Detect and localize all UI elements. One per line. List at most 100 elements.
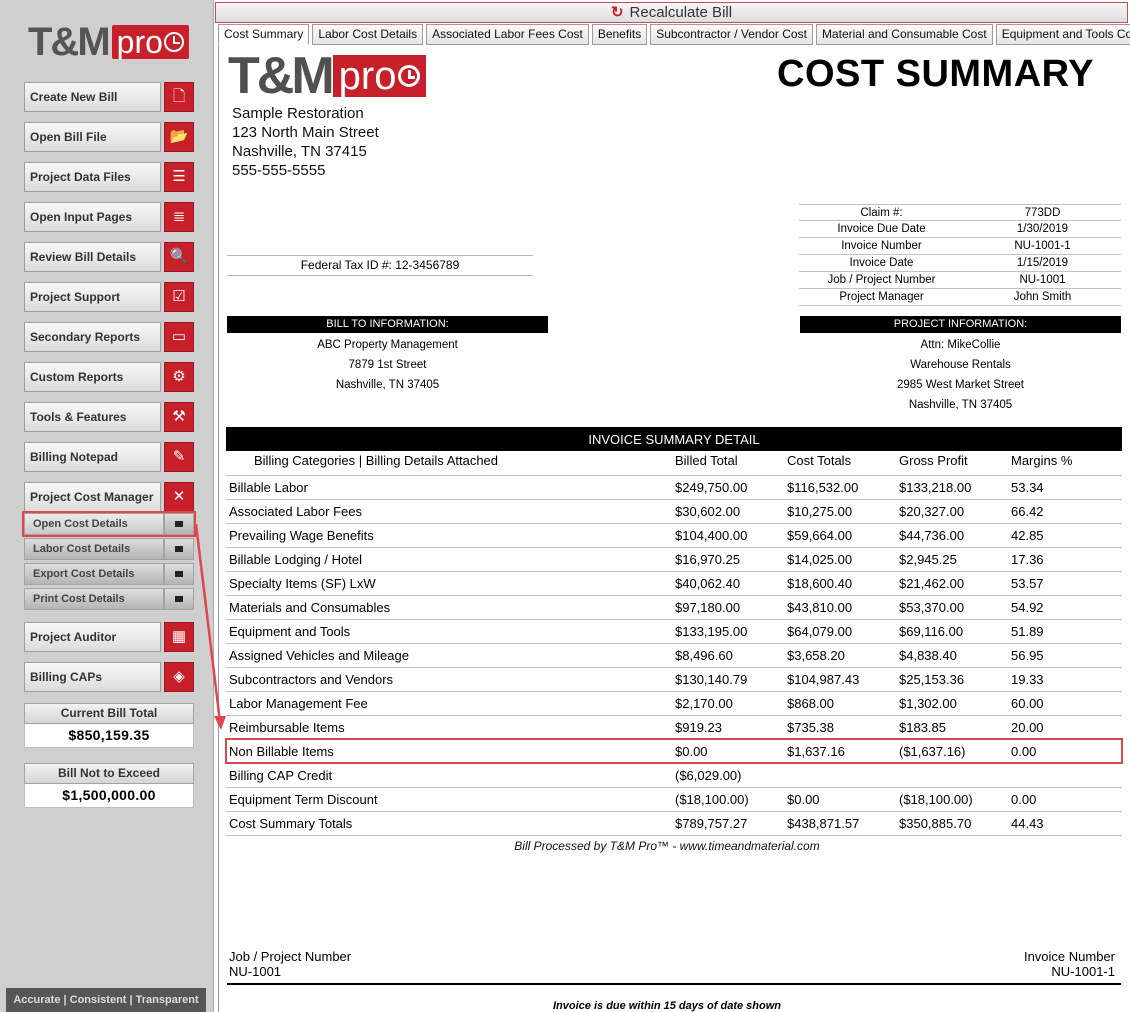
tab-equipment-and-tools-cost[interactable]: Equipment and Tools Cost xyxy=(995,24,1130,45)
summary-body: Billable Labor $249,750.00 $116,532.00 $133… xyxy=(225,475,1123,835)
company-name: Sample Restoration xyxy=(232,105,364,122)
bill-to-body: ABC Property Management 7879 1st Street Na… xyxy=(227,333,548,430)
summary-cell: $8,496.60 xyxy=(675,647,733,663)
secondary-reports-button[interactable]: Secondary Reports ▭ xyxy=(24,322,194,352)
summary-cell: 66.42 xyxy=(1011,503,1044,519)
invoice-info-row: Project Manager John Smith xyxy=(799,289,1121,306)
invoice-info-row: Job / Project Number NU-1001 xyxy=(799,272,1121,289)
table-row: Non Billable Items $0.00 $1,637.16 ($1,637.… xyxy=(225,738,1123,764)
document-logo-pro-badge: pro xyxy=(332,55,427,97)
summary-column-header: Billing Categories | Billing Details Att… xyxy=(254,453,499,468)
summary-cell: Associated Labor Fees xyxy=(229,503,362,519)
bill-to-line: 7879 1st Street xyxy=(348,359,427,371)
invoice-info-value: John Smith xyxy=(1013,291,1072,303)
summary-cell: $438,871.57 xyxy=(787,815,860,831)
export-cost-details-button[interactable]: Export Cost Details xyxy=(24,563,194,585)
project-info-line: Warehouse Rentals xyxy=(910,359,1011,371)
summary-cell: Subcontractors and Vendors xyxy=(229,671,394,687)
square-icon xyxy=(164,563,194,585)
open-input-pages-label: Open Input Pages xyxy=(24,202,161,232)
company-phone: 555-555-5555 xyxy=(232,162,326,179)
summary-cell: $4,838.40 xyxy=(899,647,957,663)
review-bill-details-button[interactable]: Review Bill Details 🔍 xyxy=(24,242,194,272)
labor-cost-details-button[interactable]: Labor Cost Details xyxy=(24,538,194,560)
footer-invoice-value: NU-1001-1 xyxy=(1051,964,1115,979)
bill-not-to-exceed-value: $1,500,000.00 xyxy=(24,784,194,808)
invoice-info-key: Claim #: xyxy=(860,207,903,219)
project-cost-manager-button[interactable]: Project Cost Manager ✕ xyxy=(24,482,194,512)
cost-summary-document: T&M pro COST SUMMARY Sample Restoration … xyxy=(218,45,1130,1012)
summary-cell: 53.34 xyxy=(1011,479,1044,495)
summary-cell: Billable Lodging / Hotel xyxy=(229,551,362,567)
print-cost-details-button[interactable]: Print Cost Details xyxy=(24,588,194,610)
summary-column-header: Gross Profit xyxy=(899,453,968,468)
bill-not-to-exceed-panel: Bill Not to Exceed $1,500,000.00 xyxy=(24,763,194,808)
billing-notepad-button[interactable]: Billing Notepad ✎ xyxy=(24,442,194,472)
summary-cell: Billable Labor xyxy=(229,479,308,495)
invoice-info-key: Project Manager xyxy=(839,291,924,303)
table-row: Labor Management Fee $2,170.00 $868.00 $1,3… xyxy=(226,691,1122,715)
summary-cell: 51.89 xyxy=(1011,623,1044,639)
tab-benefits[interactable]: Benefits xyxy=(591,24,648,45)
invoice-info-table: Claim #: 773DD Invoice Due Date 1/30/201… xyxy=(799,204,1121,306)
custom-reports-button[interactable]: Custom Reports ⚙ xyxy=(24,362,194,392)
summary-cell: 54.92 xyxy=(1011,599,1044,615)
tab-cost-summary[interactable]: Cost Summary xyxy=(218,24,310,45)
sidebar-logo: T&M pro xyxy=(28,20,189,64)
invoice-summary-title: INVOICE SUMMARY DETAIL xyxy=(226,427,1122,451)
tools-features-button[interactable]: Tools & Features ⚒ xyxy=(24,402,194,432)
project-auditor-label: Project Auditor xyxy=(24,622,161,652)
summary-cell: $2,170.00 xyxy=(675,695,733,711)
project-auditor-button[interactable]: Project Auditor ▦ xyxy=(24,622,194,652)
open-input-pages-button[interactable]: Open Input Pages ≣ xyxy=(24,202,194,232)
invoice-info-row: Invoice Date 1/15/2019 xyxy=(799,255,1121,272)
summary-cell: Equipment Term Discount xyxy=(229,791,378,807)
table-row: Prevailing Wage Benefits $104,400.00 $59,6… xyxy=(226,523,1122,547)
summary-cell: 60.00 xyxy=(1011,695,1044,711)
tab-associated-labor-fees-cost[interactable]: Associated Labor Fees Cost xyxy=(426,24,589,45)
tab-subcontractor-vendor-cost[interactable]: Subcontractor / Vendor Cost xyxy=(650,24,813,45)
summary-cell: $18,600.40 xyxy=(787,575,853,591)
project-info-line: 2985 West Market Street xyxy=(897,379,1024,391)
table-row: Associated Labor Fees $30,602.00 $10,275.0… xyxy=(226,499,1122,523)
recalculate-bill-button[interactable]: ↻ Recalculate Bill xyxy=(215,2,1128,23)
open-cost-details-button[interactable]: Open Cost Details xyxy=(24,513,194,535)
invoice-info-value: NU-1001-1 xyxy=(1014,240,1071,252)
summary-cell: 53.57 xyxy=(1011,575,1044,591)
recalculate-bill-label: Recalculate Bill xyxy=(629,4,733,21)
tab-material-and-consumable-cost[interactable]: Material and Consumable Cost xyxy=(815,24,993,45)
square-icon xyxy=(164,513,194,535)
footer-job-value: NU-1001 xyxy=(229,964,282,979)
bill-to-section: BILL TO INFORMATION: ABC Property Manage… xyxy=(227,316,548,430)
tab-labor-cost-details[interactable]: Labor Cost Details xyxy=(312,24,424,45)
summary-cell: $133,195.00 xyxy=(675,623,748,639)
project-support-button[interactable]: Project Support ☑ xyxy=(24,282,194,312)
summary-cell: $69,116.00 xyxy=(899,623,964,639)
summary-cell: $97,180.00 xyxy=(675,599,741,615)
summary-cell: $868.00 xyxy=(787,695,834,711)
footer-invoice-label: Invoice Number xyxy=(1023,949,1115,964)
table-row: Assigned Vehicles and Mileage $8,496.60 $3… xyxy=(226,643,1122,667)
summary-cell: $116,532.00 xyxy=(787,479,859,495)
gear-document-icon: ⚙ xyxy=(164,362,194,392)
billing-caps-button[interactable]: Billing CAPs ◈ xyxy=(24,662,194,692)
project-data-files-label: Project Data Files xyxy=(24,162,161,192)
summary-cell: $0.00 xyxy=(675,743,708,759)
magnify-document-icon: 🔍 xyxy=(164,242,194,272)
create-new-bill-button[interactable]: Create New Bill 🗋 xyxy=(24,82,194,112)
summary-cell xyxy=(1008,763,1122,787)
sidebar: T&M pro Create New Bill 🗋 Open Bill File… xyxy=(0,0,214,1012)
billing-notepad-label: Billing Notepad xyxy=(24,442,161,472)
secondary-reports-label: Secondary Reports xyxy=(24,322,161,352)
open-cost-details-label: Open Cost Details xyxy=(24,513,164,535)
invoice-info-row: Invoice Number NU-1001-1 xyxy=(799,238,1121,255)
footer-job-label: Job / Project Number xyxy=(229,949,352,964)
folder-icon: 📂 xyxy=(164,122,194,152)
open-bill-file-button[interactable]: Open Bill File 📂 xyxy=(24,122,194,152)
invoice-info-row: Invoice Due Date 1/30/2019 xyxy=(799,221,1121,238)
invoice-info-key: Job / Project Number xyxy=(827,274,936,286)
table-row: Subcontractors and Vendors $130,140.79 $10… xyxy=(226,667,1122,691)
document-logo-tm: T&M xyxy=(228,47,335,105)
summary-cell: $53,370.00 xyxy=(899,599,965,615)
project-data-files-button[interactable]: Project Data Files ☰ xyxy=(24,162,194,192)
